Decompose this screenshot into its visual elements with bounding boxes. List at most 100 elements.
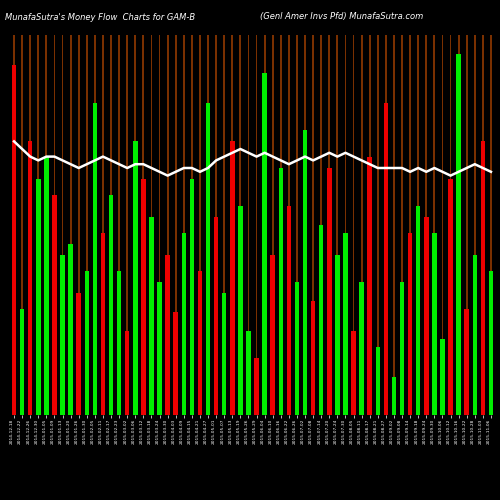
Bar — [190, 180, 194, 415]
Text: (Genl Amer Invs Pfd) MunafaSutra.com: (Genl Amer Invs Pfd) MunafaSutra.com — [260, 12, 423, 22]
Bar — [215, 35, 217, 415]
Bar — [62, 35, 64, 415]
Bar — [248, 35, 250, 415]
Bar — [133, 142, 138, 415]
Bar — [408, 232, 412, 415]
Bar — [109, 194, 114, 415]
Bar — [288, 35, 290, 415]
Bar — [230, 142, 234, 415]
Bar — [352, 35, 354, 415]
Bar — [294, 282, 299, 415]
Bar — [328, 35, 330, 415]
Bar — [393, 35, 395, 415]
Bar — [175, 35, 176, 415]
Bar — [392, 377, 396, 415]
Bar — [434, 35, 436, 415]
Bar — [206, 104, 210, 415]
Bar — [86, 35, 88, 415]
Bar — [28, 142, 32, 415]
Bar — [44, 156, 48, 415]
Bar — [232, 35, 233, 415]
Bar — [369, 35, 370, 415]
Bar — [240, 35, 242, 415]
Bar — [38, 35, 39, 415]
Bar — [368, 156, 372, 415]
Bar — [141, 180, 146, 415]
Bar — [76, 294, 81, 415]
Bar — [150, 35, 152, 415]
Bar — [466, 35, 468, 415]
Bar — [472, 256, 477, 415]
Bar — [262, 73, 267, 415]
Bar — [384, 104, 388, 415]
Bar — [385, 35, 387, 415]
Bar — [336, 35, 338, 415]
Bar — [280, 35, 281, 415]
Bar — [482, 35, 484, 415]
Bar — [376, 346, 380, 415]
Bar — [312, 35, 314, 415]
Bar — [54, 35, 56, 415]
Bar — [464, 308, 469, 415]
Bar — [158, 282, 162, 415]
Bar — [432, 232, 436, 415]
Bar — [149, 218, 154, 415]
Bar — [311, 301, 316, 415]
Bar — [207, 35, 209, 415]
Bar — [92, 104, 97, 415]
Bar — [343, 232, 347, 415]
Bar — [490, 35, 492, 415]
Bar — [278, 168, 283, 415]
Bar — [182, 232, 186, 415]
Bar — [183, 35, 184, 415]
Bar — [224, 35, 225, 415]
Bar — [448, 180, 453, 415]
Bar — [60, 256, 65, 415]
Bar — [36, 180, 40, 415]
Bar — [344, 35, 346, 415]
Bar — [46, 35, 48, 415]
Bar — [214, 218, 218, 415]
Bar — [458, 35, 460, 415]
Text: MunafaSutra's Money Flow  Charts for GAM-B: MunafaSutra's Money Flow Charts for GAM-… — [5, 12, 195, 22]
Bar — [335, 256, 340, 415]
Bar — [264, 35, 266, 415]
Bar — [360, 282, 364, 415]
Bar — [30, 35, 31, 415]
Bar — [191, 35, 193, 415]
Bar — [198, 270, 202, 415]
Bar — [272, 35, 274, 415]
Bar — [134, 35, 136, 415]
Bar — [117, 270, 121, 415]
Bar — [440, 339, 444, 415]
Bar — [303, 130, 308, 415]
Bar — [409, 35, 411, 415]
Bar — [442, 35, 444, 415]
Bar — [360, 35, 362, 415]
Bar — [474, 35, 476, 415]
Bar — [238, 206, 242, 415]
Bar — [174, 312, 178, 415]
Bar — [286, 206, 291, 415]
Bar — [319, 225, 324, 415]
Bar — [377, 35, 378, 415]
Bar — [199, 35, 201, 415]
Bar — [70, 35, 71, 415]
Bar — [320, 35, 322, 415]
Bar — [110, 35, 112, 415]
Bar — [52, 194, 56, 415]
Bar — [401, 35, 403, 415]
Bar — [418, 35, 419, 415]
Bar — [426, 35, 427, 415]
Bar — [126, 35, 128, 415]
Bar — [296, 35, 298, 415]
Bar — [102, 35, 104, 415]
Bar — [254, 358, 259, 415]
Bar — [118, 35, 120, 415]
Bar — [400, 282, 404, 415]
Bar — [416, 206, 420, 415]
Bar — [256, 35, 258, 415]
Bar — [21, 35, 23, 415]
Bar — [158, 35, 160, 415]
Bar — [488, 270, 493, 415]
